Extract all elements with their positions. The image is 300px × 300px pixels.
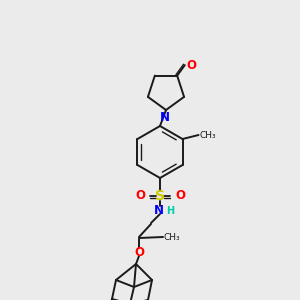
Text: H: H	[166, 206, 174, 216]
Text: O: O	[134, 245, 144, 259]
Text: CH₃: CH₃	[200, 130, 216, 140]
Text: O: O	[135, 189, 145, 202]
Text: O: O	[175, 189, 185, 202]
Text: N: N	[160, 111, 170, 124]
Text: O: O	[187, 58, 197, 72]
Text: CH₃: CH₃	[164, 232, 181, 242]
Text: N: N	[154, 203, 164, 217]
Text: S: S	[155, 189, 165, 203]
